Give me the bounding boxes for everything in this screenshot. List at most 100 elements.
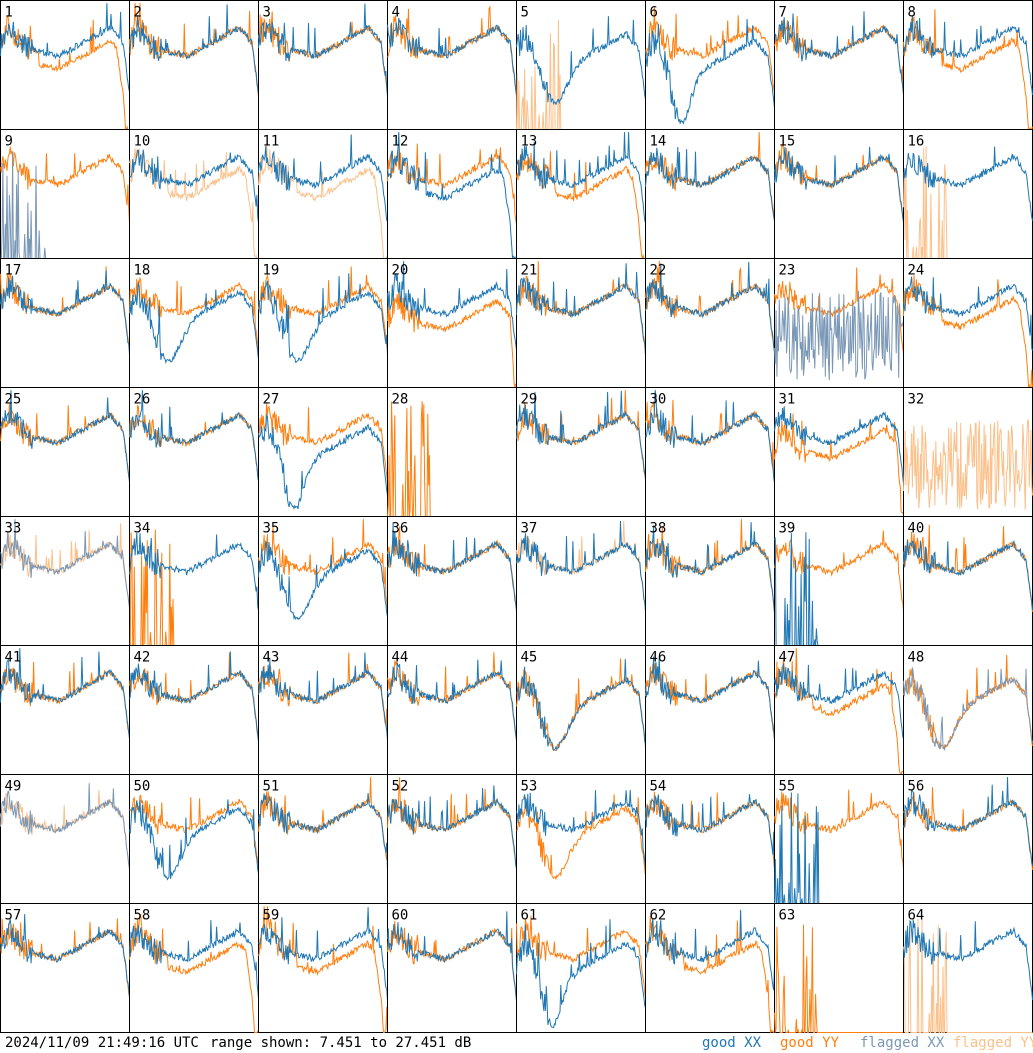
panel-43: 43 xyxy=(258,645,388,775)
panel-45: 45 xyxy=(516,645,646,775)
panel-5: 5 xyxy=(516,0,646,130)
panel-34: 34 xyxy=(129,516,259,646)
panel-41: 41 xyxy=(0,645,130,775)
series-yy-32 xyxy=(903,418,1033,510)
panel-label: 57 xyxy=(5,908,22,924)
series-xx-35 xyxy=(258,540,388,621)
panel-55: 55 xyxy=(774,774,904,904)
series-xx-36 xyxy=(387,522,517,610)
panel-frame xyxy=(903,516,1033,646)
panel-14: 14 xyxy=(645,129,775,259)
panel-12: 12 xyxy=(387,129,517,259)
panel-label: 47 xyxy=(779,650,796,666)
legend-good-xx: good XX xyxy=(702,1035,762,1051)
panel-frame xyxy=(774,903,904,1033)
panel-label: 40 xyxy=(908,521,925,537)
panel-frame xyxy=(903,0,1033,130)
series-xx-2 xyxy=(129,4,259,95)
panel-40: 40 xyxy=(903,516,1033,646)
panel-label: 51 xyxy=(263,779,280,795)
panel-18: 18 xyxy=(129,258,259,388)
panel-label: 31 xyxy=(779,392,796,408)
series-xx-42 xyxy=(129,651,259,742)
series-xx-64 xyxy=(903,919,1033,1001)
panel-label: 12 xyxy=(392,134,409,150)
panel-label: 55 xyxy=(779,779,796,795)
series-yy-20 xyxy=(387,292,517,388)
panel-label: 60 xyxy=(392,908,409,924)
panel-frame xyxy=(645,645,775,775)
panel-label: 13 xyxy=(521,134,538,150)
series-xx-57 xyxy=(0,914,130,998)
series-xx-62 xyxy=(645,909,775,991)
panel-49: 49 xyxy=(0,774,130,904)
series-xx-58 xyxy=(129,920,259,999)
series-xx-20 xyxy=(387,261,517,351)
series-xx-45 xyxy=(516,659,646,751)
legend-good-yy: good YY xyxy=(780,1035,840,1051)
panel-3: 3 xyxy=(258,0,388,130)
series-yy-35 xyxy=(258,519,388,610)
panel-21: 21 xyxy=(516,258,646,388)
panel-28: 28 xyxy=(387,387,517,517)
panel-frame xyxy=(645,258,775,388)
panel-frame xyxy=(0,129,130,259)
panel-57: 57 xyxy=(0,903,130,1033)
panel-label: 27 xyxy=(263,392,280,408)
panel-frame xyxy=(0,258,130,388)
panel-63: 63 xyxy=(774,903,904,1033)
panel-label: 44 xyxy=(392,650,409,666)
panel-label: 61 xyxy=(521,908,538,924)
series-xx-5 xyxy=(516,16,646,106)
panel-56: 56 xyxy=(903,774,1033,904)
series-yy-55 xyxy=(774,789,904,869)
panel-22: 22 xyxy=(645,258,775,388)
series-yy-27 xyxy=(258,403,388,484)
series-xx-8 xyxy=(903,16,1033,95)
panel-54: 54 xyxy=(645,774,775,904)
series-yy-53 xyxy=(516,794,646,880)
panel-label: 45 xyxy=(521,650,538,666)
series-yy-61 xyxy=(516,915,646,998)
series-xx-17 xyxy=(0,270,130,355)
series-xx-24 xyxy=(903,276,1033,351)
series-yy-50 xyxy=(129,794,259,869)
series-xx-22 xyxy=(645,261,775,353)
panel-7: 7 xyxy=(774,0,904,130)
series-xx-3 xyxy=(258,3,388,97)
panel-26: 26 xyxy=(129,387,259,517)
series-xx-25 xyxy=(0,390,130,482)
panel-label: 3 xyxy=(263,5,271,21)
series-xx-14 xyxy=(645,146,775,222)
panel-label: 29 xyxy=(521,392,538,408)
panel-label: 43 xyxy=(263,650,280,666)
legend-flagged-xx: flagged XX xyxy=(860,1035,945,1051)
panel-label: 22 xyxy=(650,263,667,279)
series-xx-4 xyxy=(387,17,517,96)
series-xx-29 xyxy=(516,390,646,479)
series-yy-9 xyxy=(0,146,130,224)
panel-15: 15 xyxy=(774,129,904,259)
panel-64: 64 xyxy=(903,903,1033,1033)
panel-4: 4 xyxy=(387,0,517,130)
panel-label: 32 xyxy=(908,392,925,408)
panel-label: 18 xyxy=(134,263,151,279)
panel-42: 42 xyxy=(129,645,259,775)
series-xx-38 xyxy=(645,522,775,613)
series-yy-63 xyxy=(774,924,904,1033)
panel-51: 51 xyxy=(258,774,388,904)
panel-frame xyxy=(645,903,775,1033)
panel-frame xyxy=(774,0,904,130)
series-xx-16 xyxy=(903,146,1033,221)
panel-label: 28 xyxy=(392,392,409,408)
panel-25: 25 xyxy=(0,387,130,517)
series-xx-10 xyxy=(129,149,259,223)
panel-2: 2 xyxy=(129,0,259,130)
panel-label: 21 xyxy=(521,263,538,279)
series-xx-11 xyxy=(258,134,388,222)
series-yy-59 xyxy=(258,906,388,1033)
panel-frame xyxy=(0,645,130,775)
series-xx-1 xyxy=(0,3,130,92)
panel-label: 35 xyxy=(263,521,280,537)
panel-frame xyxy=(387,774,517,904)
